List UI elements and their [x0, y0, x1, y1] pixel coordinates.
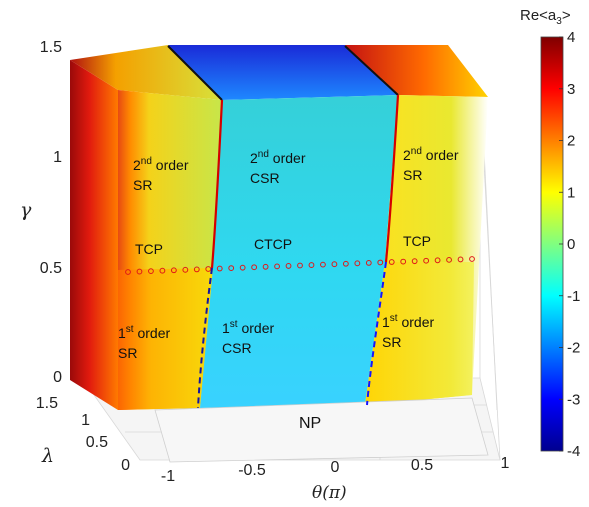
tricritical-point [193, 266, 200, 273]
colorbar-title: Re<a3> [520, 7, 571, 27]
tricritical-point [423, 257, 430, 264]
z-axis: 1.5 1 0.5 0 γ [20, 39, 62, 386]
region-label-tcp-left: TCP [135, 241, 163, 257]
tricritical-point [182, 266, 189, 273]
z-axis-label: γ [20, 199, 32, 221]
x-tick-1: 1 [501, 455, 510, 472]
tricritical-point [400, 258, 407, 265]
colorbar: Re<a3> 4 3 2 1 0 -1 -2 -3 -4 [520, 7, 580, 460]
tricritical-point [125, 269, 131, 275]
tricritical-point [170, 267, 177, 274]
y-axis-label: λ [41, 445, 54, 467]
x-tick--0.5: -0.5 [238, 462, 266, 479]
region-label-sr1-right: 1st order [382, 313, 434, 330]
z-tick-1: 1 [53, 149, 62, 166]
z-tick-0.5: 0.5 [40, 260, 62, 277]
tricritical-point [159, 267, 166, 274]
csr-face [200, 95, 398, 408]
tricritical-point [285, 263, 292, 269]
z-tick-0: 0 [53, 369, 62, 386]
tricritical-point [377, 259, 384, 266]
boundary-second-order-left [210, 99, 224, 269]
tricritical-point [274, 263, 280, 270]
tricritical-point [457, 256, 464, 263]
colorbar-tick-label: -3 [567, 391, 580, 408]
tricritical-point [365, 260, 372, 266]
csr-top-face [168, 45, 398, 100]
left-side-face [70, 60, 118, 410]
colorbar-tick-label: -1 [567, 288, 580, 305]
tricritical-point [411, 258, 418, 265]
boundary-top-left-black [167, 45, 223, 101]
tricritical-point [251, 264, 258, 271]
tricritical-point [434, 257, 441, 264]
tricritical-point [262, 263, 269, 270]
boundary-lines [167, 45, 400, 409]
tricritical-point [216, 265, 223, 272]
region-label-sr2-right: 2nd order [403, 146, 459, 163]
y-tick-0: 0 [121, 457, 130, 474]
tricritical-point [342, 260, 349, 267]
tricritical-point [469, 256, 475, 262]
tricritical-point [239, 264, 246, 271]
colorbar-tick-label: 3 [567, 81, 575, 98]
region-label-csr2-line2: CSR [250, 170, 280, 186]
tricritical-point [297, 262, 303, 269]
colorbar-tick-label: -2 [567, 340, 580, 357]
x-tick-0: 0 [331, 459, 340, 476]
x-axis: -1 -0.5 0 0.5 1 θ(π) [161, 455, 510, 503]
colorbar-ticks: 4 3 2 1 0 -1 -2 -3 -4 [559, 29, 580, 460]
colorbar-tick-label: 1 [567, 184, 575, 201]
y-tick-1: 1 [81, 412, 90, 429]
region-label-sr1-left: 1st order [118, 324, 170, 341]
tricritical-point [228, 265, 235, 272]
colorbar-tick-label: 4 [567, 29, 575, 46]
region-label-np: NP [299, 415, 321, 432]
z-tick-1.5: 1.5 [40, 39, 62, 56]
tricritical-point [148, 268, 154, 275]
region-label-sr2-left-line2: SR [133, 177, 152, 193]
region-label-csr1-line2: CSR [222, 340, 252, 356]
y-axis: 1.5 1 0.5 0 λ [36, 395, 130, 474]
x-tick-0.5: 0.5 [411, 457, 433, 474]
tricritical-point [388, 259, 395, 265]
colorbar-tick-label: -4 [567, 443, 580, 460]
y-tick-0.5: 0.5 [86, 434, 108, 451]
x-tick--1: -1 [161, 468, 175, 485]
region-label-sr2-right-line2: SR [403, 167, 422, 183]
boundary-first-order-right [366, 261, 387, 406]
boundary-second-order-right [384, 94, 400, 263]
right-top-face [345, 45, 488, 97]
tricritical-point [331, 261, 338, 268]
region-label-sr2-left: 2nd order [133, 156, 189, 173]
region-labels: 2nd order SR 2nd order CSR 2nd order SR … [118, 146, 459, 432]
colorbar-tick-label: 2 [567, 133, 575, 150]
colorbar-tick-label: 0 [567, 236, 575, 253]
boundary-first-order-left [197, 267, 213, 409]
region-label-tcp-right: TCP [403, 233, 431, 249]
x-axis-label: θ(π) [312, 483, 347, 503]
tricritical-points [125, 256, 475, 275]
boundary-top-right-black [344, 45, 399, 96]
left-top-face [70, 45, 222, 100]
region-label-ctcp: CTCP [254, 236, 292, 252]
region-label-sr1-left-line2: SR [118, 345, 137, 361]
tricritical-point [354, 260, 361, 267]
tricritical-point [136, 268, 143, 275]
sr-left-lower [118, 268, 213, 410]
region-label-csr2: 2nd order [250, 149, 306, 166]
tricritical-point [205, 266, 212, 272]
sr-right-lower [365, 262, 474, 405]
region-label-csr1: 1st order [222, 319, 274, 336]
tricritical-point [308, 262, 315, 268]
tricritical-point [320, 261, 326, 268]
y-tick-1.5: 1.5 [36, 395, 58, 412]
tricritical-point [446, 256, 452, 263]
region-label-sr1-right-line2: SR [382, 334, 401, 350]
